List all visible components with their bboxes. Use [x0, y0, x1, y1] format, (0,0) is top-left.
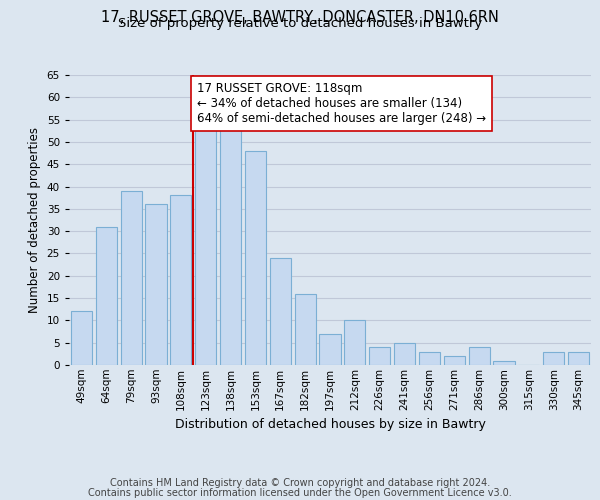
Bar: [295, 294, 316, 365]
Bar: [96, 226, 117, 365]
Text: Contains HM Land Registry data © Crown copyright and database right 2024.: Contains HM Land Registry data © Crown c…: [110, 478, 490, 488]
Bar: [170, 196, 191, 365]
Bar: [319, 334, 341, 365]
Bar: [469, 347, 490, 365]
Bar: [145, 204, 167, 365]
Bar: [369, 347, 390, 365]
Bar: [344, 320, 365, 365]
Bar: [71, 312, 92, 365]
X-axis label: Distribution of detached houses by size in Bawtry: Distribution of detached houses by size …: [175, 418, 485, 431]
Bar: [543, 352, 564, 365]
Bar: [444, 356, 465, 365]
Bar: [270, 258, 291, 365]
Bar: [121, 191, 142, 365]
Bar: [419, 352, 440, 365]
Text: Contains public sector information licensed under the Open Government Licence v3: Contains public sector information licen…: [88, 488, 512, 498]
Bar: [493, 360, 515, 365]
Text: 17 RUSSET GROVE: 118sqm
← 34% of detached houses are smaller (134)
64% of semi-d: 17 RUSSET GROVE: 118sqm ← 34% of detache…: [197, 82, 486, 124]
Bar: [245, 151, 266, 365]
Bar: [394, 342, 415, 365]
Bar: [195, 128, 216, 365]
Text: 17, RUSSET GROVE, BAWTRY, DONCASTER, DN10 6RN: 17, RUSSET GROVE, BAWTRY, DONCASTER, DN1…: [101, 10, 499, 25]
Y-axis label: Number of detached properties: Number of detached properties: [28, 127, 41, 313]
Bar: [220, 124, 241, 365]
Text: Size of property relative to detached houses in Bawtry: Size of property relative to detached ho…: [118, 18, 482, 30]
Bar: [568, 352, 589, 365]
